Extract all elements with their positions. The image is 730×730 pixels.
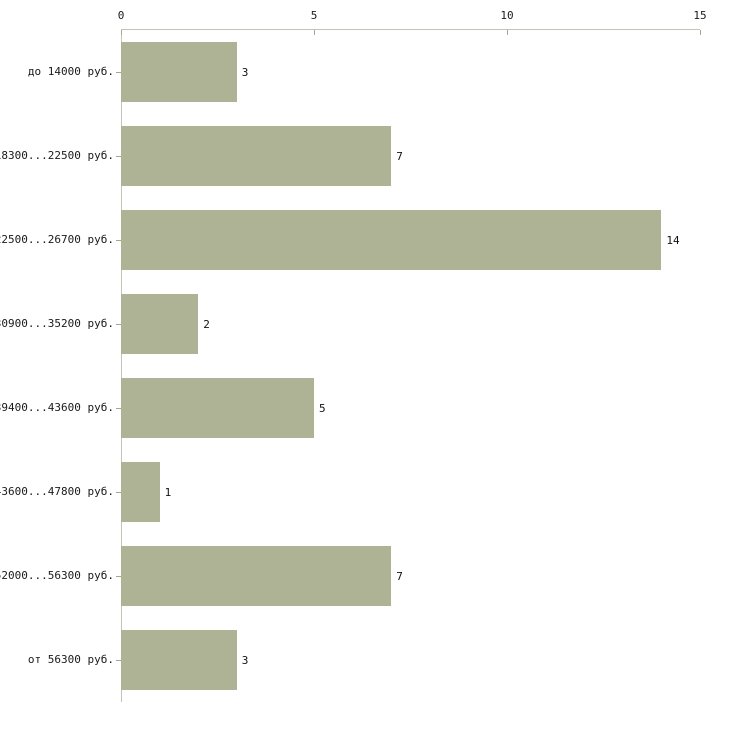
y-tick-mark bbox=[116, 324, 121, 325]
x-tick-mark bbox=[700, 30, 701, 35]
bar[interactable] bbox=[121, 126, 392, 186]
bar-value-label: 14 bbox=[666, 234, 680, 247]
y-axis-category-label: 43600...47800 руб. bbox=[0, 485, 114, 498]
bar[interactable] bbox=[121, 546, 392, 606]
bar[interactable] bbox=[121, 462, 160, 522]
bar-value-label: 1 bbox=[164, 486, 172, 499]
bar[interactable] bbox=[121, 42, 237, 102]
y-tick-mark bbox=[116, 240, 121, 241]
x-tick-label: 0 bbox=[117, 9, 125, 22]
y-axis-category-label: 18300...22500 руб. bbox=[0, 149, 114, 162]
y-axis-category-label: от 56300 руб. bbox=[27, 653, 114, 666]
x-tick-label: 5 bbox=[310, 9, 318, 22]
y-tick-mark bbox=[116, 660, 121, 661]
x-tick-label: 10 bbox=[500, 9, 514, 22]
bar-value-label: 7 bbox=[396, 150, 403, 163]
y-axis-line bbox=[121, 30, 122, 702]
y-tick-mark bbox=[116, 576, 121, 577]
bar[interactable] bbox=[121, 294, 199, 354]
y-axis-category-label: до 14000 руб. bbox=[27, 65, 114, 78]
bar[interactable] bbox=[121, 630, 237, 690]
y-axis-category-label: 30900...35200 руб. bbox=[0, 317, 114, 330]
y-axis-category-label: 52000...56300 руб. bbox=[0, 569, 114, 582]
x-tick-label: 15 bbox=[693, 9, 707, 22]
y-axis-category-label: 39400...43600 руб. bbox=[0, 401, 114, 414]
x-tick-mark bbox=[507, 30, 508, 35]
bar-value-label: 3 bbox=[241, 66, 249, 79]
bar-value-label: 5 bbox=[319, 402, 326, 415]
bar-value-label: 7 bbox=[396, 570, 403, 583]
y-axis-category-label: 22500...26700 руб. bbox=[0, 233, 114, 246]
x-tick-mark bbox=[314, 30, 315, 35]
bar-value-label: 2 bbox=[203, 318, 210, 331]
y-tick-mark bbox=[116, 492, 121, 493]
bar[interactable] bbox=[121, 378, 314, 438]
bar-value-label: 3 bbox=[241, 654, 249, 667]
plot-area: 3 7 14 2 5 1 7 3 bbox=[121, 30, 700, 702]
bar[interactable] bbox=[121, 210, 662, 270]
x-axis-line bbox=[121, 29, 700, 30]
x-tick-mark bbox=[121, 30, 122, 35]
y-tick-mark bbox=[116, 408, 121, 409]
y-tick-mark bbox=[116, 72, 121, 73]
y-tick-mark bbox=[116, 156, 121, 157]
